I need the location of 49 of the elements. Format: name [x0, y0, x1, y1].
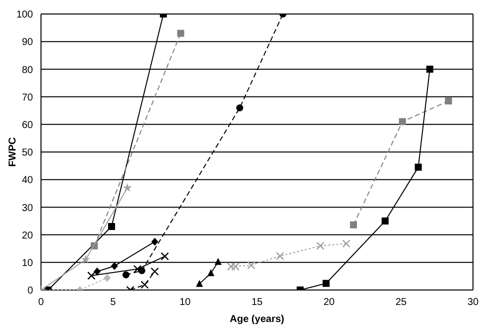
point [342, 240, 350, 248]
point [276, 252, 284, 260]
point [214, 258, 222, 265]
x-tick-label: 30 [467, 297, 479, 308]
point [110, 262, 118, 270]
x-axis-title: Age (years) [230, 314, 284, 325]
y-tick-label: 40 [22, 175, 34, 186]
point [80, 254, 90, 264]
x-tick-label: 15 [251, 297, 263, 308]
point [322, 280, 330, 287]
y-tick-label: 90 [22, 37, 34, 48]
x-tick-label: 20 [323, 297, 335, 308]
y-tick-label: 70 [22, 92, 34, 104]
point [151, 238, 158, 246]
x-tick-label: 5 [110, 297, 116, 308]
point [122, 182, 132, 192]
point [382, 218, 389, 224]
point [104, 274, 111, 282]
y-tick-label: 80 [22, 64, 34, 76]
point [426, 66, 434, 73]
y-tick-label: 100 [16, 10, 34, 21]
y-tick-label: 50 [22, 148, 34, 159]
point [247, 261, 256, 270]
point [108, 223, 116, 230]
x-tick-label: 10 [179, 297, 191, 308]
y-tick-label: 10 [22, 258, 34, 269]
point [207, 269, 214, 276]
point [160, 252, 169, 260]
point [177, 30, 184, 37]
point [445, 97, 452, 104]
point [414, 164, 422, 171]
point [196, 280, 203, 287]
y-tick-label: 60 [22, 120, 34, 131]
point [316, 242, 324, 250]
point [122, 271, 130, 278]
y-tick-label: 20 [22, 230, 34, 242]
point [226, 262, 236, 271]
point [236, 104, 244, 112]
y-tick-label: 0 [27, 286, 34, 297]
point [398, 118, 406, 126]
y-tick-label: 30 [22, 202, 34, 214]
point [140, 280, 149, 289]
point [133, 264, 142, 274]
point [150, 267, 159, 276]
x-tick-label: 0 [38, 297, 44, 308]
y-axis-title: FWPC [8, 137, 19, 167]
point [94, 268, 101, 276]
x-tick-label: 25 [395, 297, 407, 308]
point [350, 221, 357, 228]
